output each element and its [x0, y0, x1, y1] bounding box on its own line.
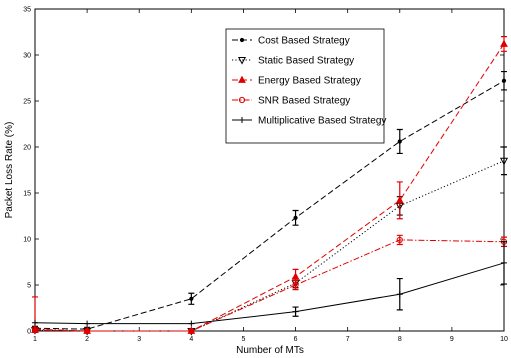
- x-tick-label: 7: [346, 336, 350, 343]
- data-point: [395, 196, 404, 204]
- y-tick-label: 5: [27, 283, 31, 290]
- error-bar: [501, 146, 507, 176]
- legend-marker-1: [237, 57, 247, 65]
- data-point: [396, 236, 403, 244]
- x-tick-label: 3: [137, 336, 141, 343]
- data-point: [84, 327, 91, 335]
- data-point: [397, 139, 402, 144]
- data-point: [189, 296, 194, 301]
- series-2: [31, 36, 508, 334]
- series-line-2: [34, 43, 505, 332]
- legend-marker-2: [238, 75, 246, 83]
- y-tick-label: 35: [23, 7, 31, 14]
- legend-entry-1: Static Based Strategy: [258, 56, 354, 67]
- series-line-3: [34, 239, 505, 332]
- x-tick-label: 4: [189, 336, 193, 343]
- series-line-0: [34, 80, 505, 330]
- legend-entry-0: Cost Based Strategy: [258, 36, 350, 47]
- data-point: [500, 39, 508, 47]
- data-point: [501, 259, 507, 266]
- x-tick-label: 10: [500, 336, 508, 343]
- data-point: [292, 281, 299, 289]
- y-axis-title: Packet Loss Rate (%): [4, 122, 15, 219]
- legend-entry-3: SNR Based Strategy: [258, 96, 350, 107]
- y-tick-label: 10: [23, 237, 31, 244]
- x-tick-label: 5: [241, 336, 245, 343]
- x-axis-title: Number of MTs: [236, 345, 304, 356]
- y-tick-label: 20: [23, 145, 31, 152]
- y-tick-label: 25: [23, 99, 31, 106]
- data-point: [292, 308, 299, 315]
- legend-entry-4: Multiplicative Based Strategy: [258, 116, 386, 127]
- y-tick-label: 15: [23, 191, 31, 198]
- data-point: [499, 157, 509, 166]
- data-point: [291, 272, 300, 280]
- legend-box: [225, 28, 385, 144]
- series-line-4: [34, 262, 505, 325]
- x-tick-label: 6: [294, 336, 298, 343]
- data-point: [293, 215, 298, 220]
- legend-entry-2: Energy Based Strategy: [258, 76, 361, 87]
- legend-marker-3: [238, 96, 246, 104]
- axis-ticks: 1 2 3 4 5 6 7 8 9 10 0 5 10 15 20 25 30 35: [23, 7, 508, 344]
- data-point: [188, 327, 195, 335]
- series-group: [30, 36, 509, 336]
- series-4: [32, 241, 507, 327]
- data-point: [84, 320, 91, 327]
- legend-marker-0: [239, 37, 245, 43]
- y-tick-label: 0: [27, 329, 31, 336]
- data-point: [501, 78, 507, 83]
- y-tick-label: 30: [23, 53, 31, 60]
- legend-marker-4: [239, 117, 245, 123]
- x-tick-label: 2: [85, 336, 89, 343]
- x-tick-label: 8: [398, 336, 402, 343]
- data-point: [31, 326, 39, 333]
- legend: Cost Based Strategy Static Based Strategy…: [225, 28, 386, 144]
- x-tick-label: 9: [450, 336, 454, 343]
- data-point: [188, 320, 195, 327]
- data-point: [32, 319, 38, 326]
- x-tick-label: 1: [33, 336, 37, 343]
- data-point: [396, 291, 403, 298]
